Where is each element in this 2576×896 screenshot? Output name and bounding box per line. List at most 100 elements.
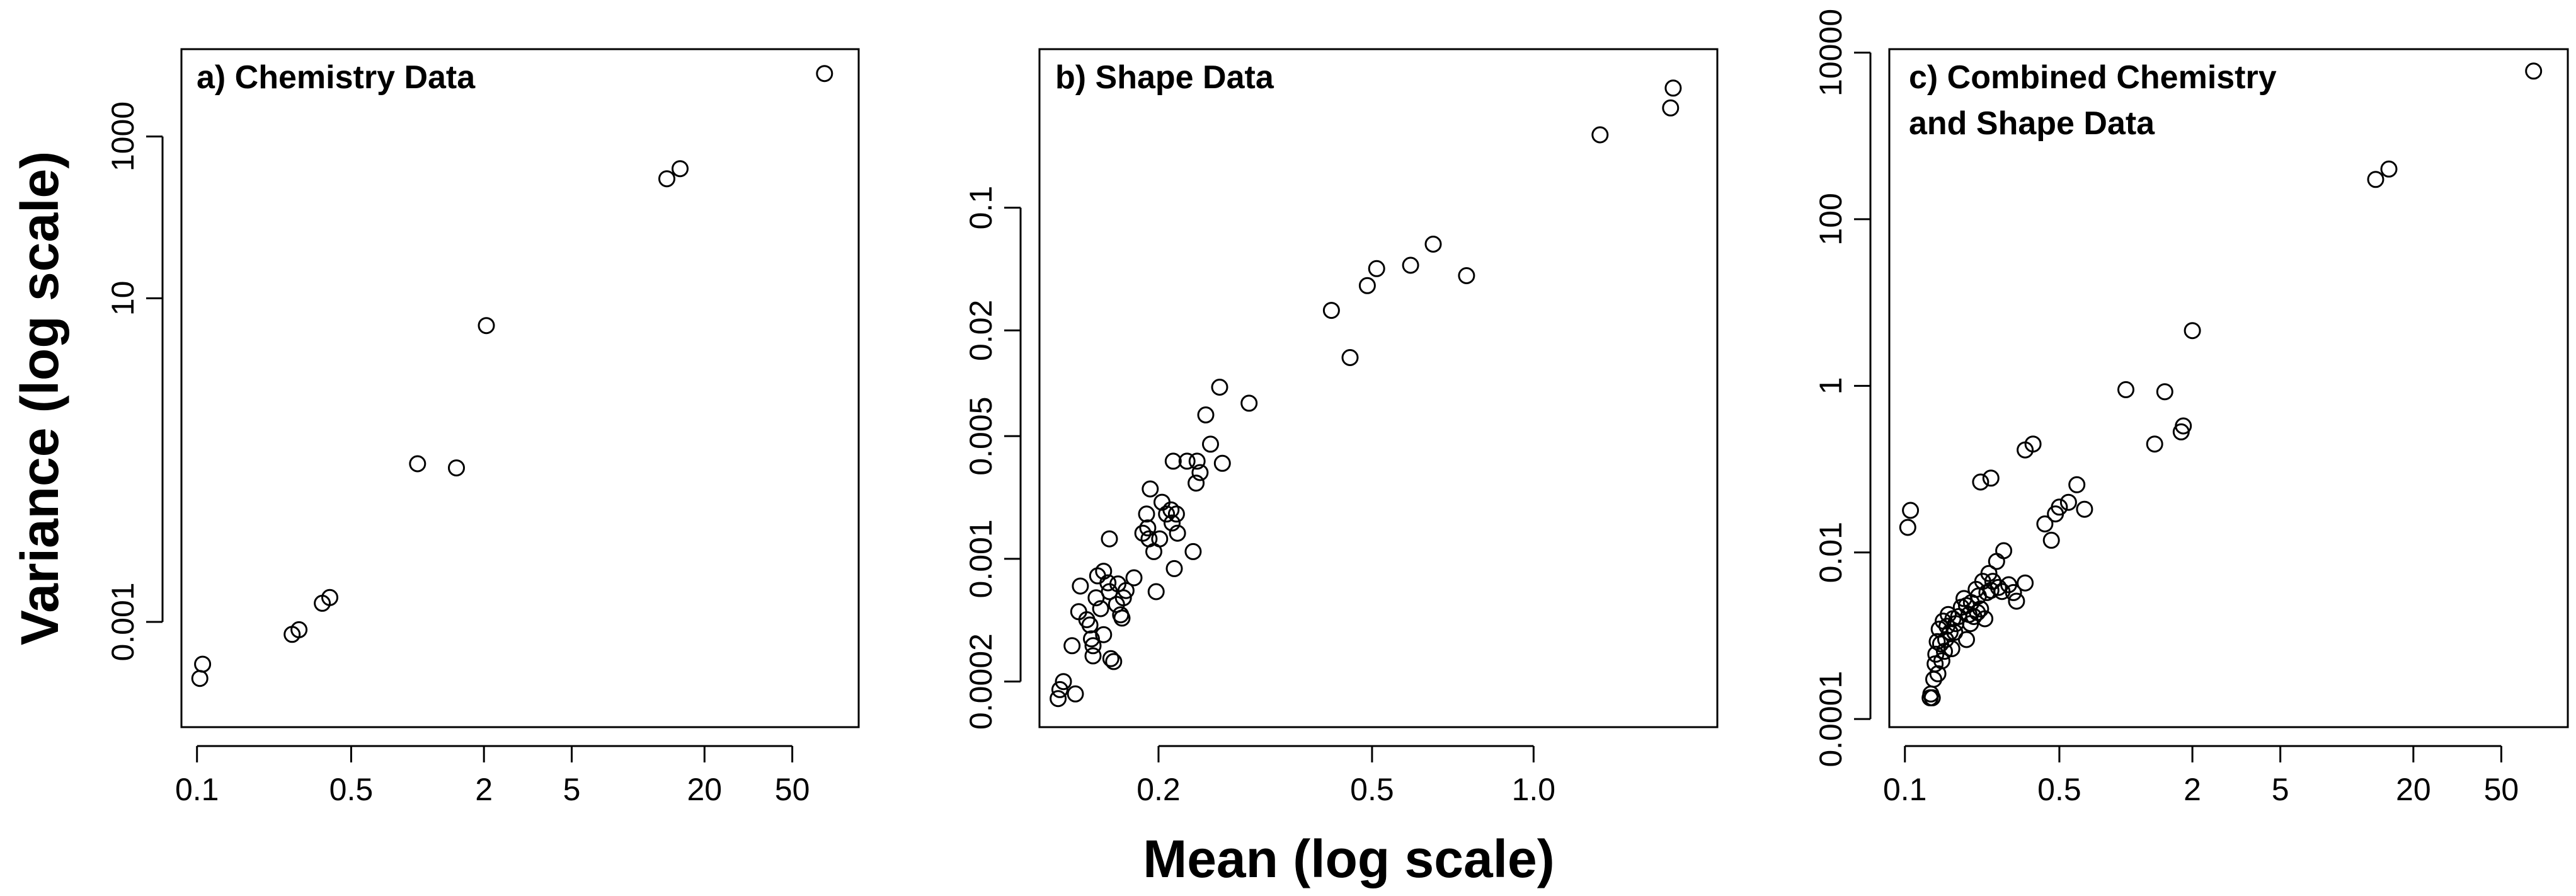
- x-tick-label: 0.5: [1350, 772, 1394, 807]
- data-point: [1099, 574, 1117, 592]
- x-tick-label: 1.0: [1512, 772, 1556, 807]
- data-point: [1138, 505, 1155, 523]
- data-point: [1368, 260, 1385, 277]
- data-point: [1081, 616, 1099, 634]
- data-point: [1072, 577, 1089, 595]
- panel-c-combined: c) Combined Chemistry and Shape Data 0.1…: [1813, 9, 2569, 807]
- x-tick-label: 20: [2396, 772, 2431, 807]
- data-point: [2367, 171, 2384, 188]
- data-point: [2017, 574, 2034, 592]
- data-point: [816, 65, 833, 83]
- data-point: [321, 589, 338, 606]
- data-point: [1050, 690, 1067, 708]
- data-point: [1162, 501, 1180, 519]
- x-tick-label: 0.2: [1136, 772, 1181, 807]
- panel-a-title: a) Chemistry Data: [197, 59, 476, 96]
- data-point: [1943, 640, 1961, 657]
- panel-b-shape: b) Shape Data 0.2 0.5 1.0 0.0002 0.001 0.005 0…: [963, 48, 1719, 807]
- data-point: [2024, 435, 2042, 453]
- plot-frame: [1038, 48, 1719, 728]
- data-point: [1958, 631, 1975, 648]
- data-point: [1101, 530, 1118, 548]
- y-tick-label: 0.1: [963, 186, 999, 230]
- data-point: [1134, 524, 1152, 542]
- data-point: [1984, 573, 2001, 590]
- data-point: [1083, 630, 1100, 648]
- data-point: [1933, 652, 1950, 670]
- data-point: [1980, 565, 1998, 582]
- data-point: [191, 670, 209, 687]
- data-point: [1158, 505, 1176, 523]
- data-point: [1923, 689, 1941, 706]
- data-point: [1164, 452, 1182, 470]
- data-point: [1240, 394, 1258, 412]
- data-point: [1084, 637, 1102, 655]
- data-point: [1167, 505, 1185, 523]
- data-point: [1976, 610, 1994, 628]
- data-point: [2036, 515, 2054, 532]
- y-tick-label: 0.0002: [963, 633, 999, 730]
- x-tick-label: 0.5: [2037, 772, 2081, 807]
- data-point: [658, 170, 675, 188]
- panel-c-title-line-2: and Shape Data: [1909, 105, 2155, 142]
- data-point: [2068, 476, 2086, 493]
- data-point: [1972, 600, 1989, 617]
- panel-c-title-line-1: c) Combined Chemistry: [1909, 59, 2277, 96]
- y-tick-label: 1000: [105, 101, 140, 171]
- x-tick-label: 50: [775, 772, 810, 807]
- data-point: [1982, 469, 2000, 487]
- data-point: [2146, 435, 2163, 453]
- data-point: [1063, 637, 1081, 655]
- data-point: [1322, 302, 1340, 319]
- data-point: [1358, 277, 1376, 294]
- y-tick-label: 10000: [1813, 9, 1848, 96]
- data-point: [672, 160, 689, 178]
- data-point: [1936, 643, 1953, 660]
- data-point: [2156, 383, 2173, 401]
- data-point: [1424, 236, 1442, 253]
- data-point: [1899, 519, 1916, 536]
- data-point: [1117, 582, 1135, 599]
- data-point: [1051, 681, 1068, 698]
- y-tick-label: 0.0001: [1813, 671, 1848, 767]
- data-point: [1151, 530, 1169, 548]
- data-point: [1165, 560, 1183, 577]
- data-point: [1989, 578, 2007, 596]
- data-point: [1972, 473, 1989, 491]
- data-point: [2175, 417, 2192, 435]
- y-axis-title: Variance (log scale): [10, 151, 69, 645]
- plot-frame: [180, 48, 860, 728]
- data-point: [2059, 493, 2077, 511]
- data-point: [1341, 349, 1359, 366]
- data-point: [1213, 454, 1231, 472]
- x-tick-label: 0.5: [329, 772, 374, 807]
- data-point: [1988, 553, 2005, 570]
- data-point: [1188, 474, 1205, 492]
- data-point: [2525, 62, 2543, 80]
- data-point: [1197, 406, 1215, 423]
- x-axis-title: Mean (log scale): [1143, 829, 1555, 888]
- y-tick-label: 1: [1813, 377, 1848, 394]
- data-point: [1147, 583, 1165, 600]
- data-point: [1591, 126, 1609, 144]
- data-point: [1067, 685, 1084, 703]
- x-tick-label: 5: [563, 772, 581, 807]
- data-point: [1902, 502, 1920, 519]
- x-tick-label: 2: [475, 772, 493, 807]
- data-point: [1164, 514, 1181, 532]
- data-point: [1142, 480, 1159, 498]
- data-point: [478, 317, 495, 335]
- y-tick-label: 0.02: [963, 300, 999, 361]
- y-tick-label: 0.01: [1813, 522, 1848, 583]
- data-point: [2076, 500, 2093, 518]
- data-point: [1178, 452, 1196, 470]
- x-tick-label: 5: [2272, 772, 2289, 807]
- data-point: [448, 459, 465, 477]
- data-point: [409, 455, 426, 473]
- data-point: [2005, 583, 2022, 601]
- data-point: [2042, 531, 2060, 549]
- data-point: [2117, 381, 2134, 398]
- data-point: [1664, 79, 1682, 97]
- x-tick-label: 50: [2484, 772, 2519, 807]
